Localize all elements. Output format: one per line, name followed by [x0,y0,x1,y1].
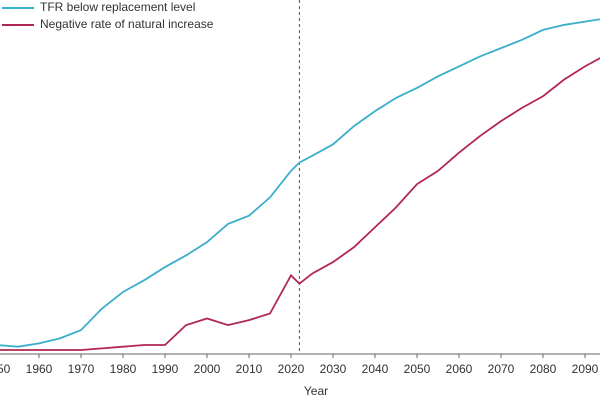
legend-label: Negative rate of natural increase [40,17,214,31]
x-tick-label: 1990 [152,362,179,376]
x-tick-label: 1950 [0,362,11,376]
x-tick-label: 2040 [362,362,389,376]
x-tick-label: 2000 [194,362,221,376]
x-tick-label: 2070 [488,362,515,376]
x-tick-label: 1980 [110,362,137,376]
x-tick-label: 1970 [68,362,95,376]
series-line [0,57,600,351]
x-tick-label: 2030 [320,362,347,376]
x-tick-label: 2050 [404,362,431,376]
x-tick-label: 1960 [26,362,53,376]
x-tick-label: 2090 [572,362,599,376]
x-tick-label: 2010 [236,362,263,376]
x-tick-label: 2060 [446,362,473,376]
x-tick-label: 2080 [530,362,557,376]
legend-label: TFR below replacement level [40,0,195,14]
x-axis-label: Year [304,384,328,398]
x-tick-label: 2020 [278,362,305,376]
series-line [0,18,600,348]
